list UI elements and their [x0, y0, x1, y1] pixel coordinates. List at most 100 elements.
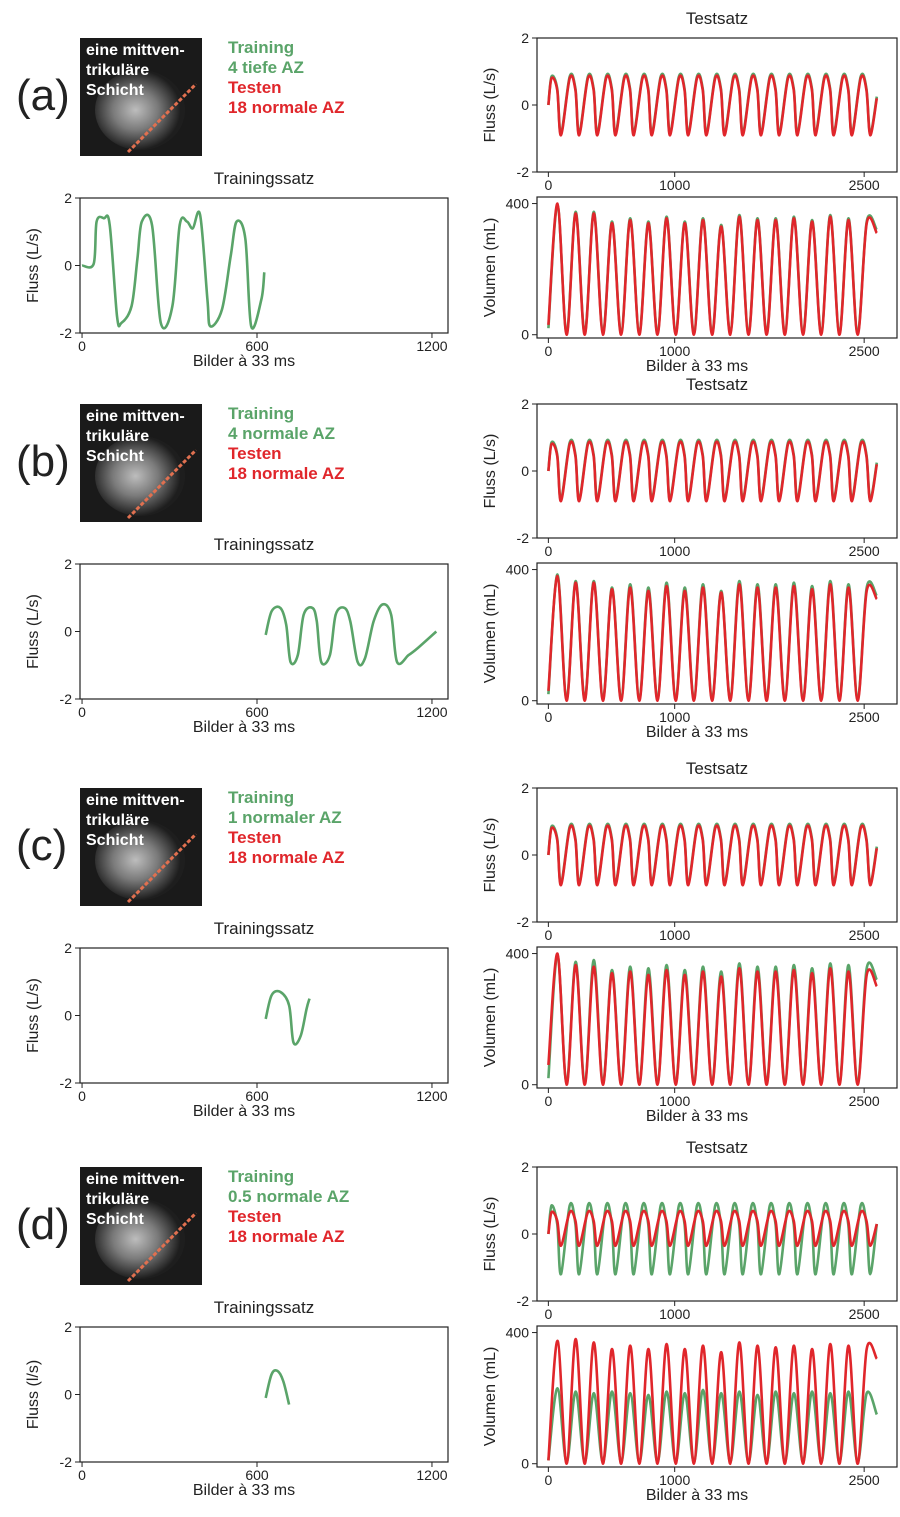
data-line: [547, 952, 878, 1087]
x-tick-label: 0: [78, 1088, 86, 1104]
y-tick-label: -2: [517, 530, 530, 546]
legend-text: 18 normale AZ: [228, 1227, 345, 1246]
y-tick-label: -2: [60, 325, 73, 341]
y-tick-label: 0: [521, 1077, 529, 1093]
mri-heart: [95, 1199, 185, 1279]
x-tick-label: 1200: [416, 704, 447, 720]
x-tick-label: 2500: [849, 543, 880, 559]
y-tick-label: 0: [64, 1387, 72, 1403]
legend-text: 0.5 normale AZ: [228, 1187, 349, 1206]
legend-text: Training: [228, 38, 294, 57]
x-tick-label: 1000: [659, 177, 690, 193]
y-tick-label: 400: [506, 1325, 530, 1341]
plot-frame: [536, 196, 898, 339]
data-line: [547, 440, 879, 503]
y-axis-label: Fluss (L/s): [25, 228, 42, 303]
slice-line: [126, 832, 198, 904]
plot-frame: [79, 197, 449, 334]
x-tick-label: 600: [245, 338, 269, 354]
data-line: [264, 989, 311, 1046]
y-tick-label: -2: [60, 1075, 73, 1091]
x-axis-label: Bilder à 33 ms: [646, 1108, 748, 1125]
y-tick-label: -2: [60, 1454, 73, 1470]
x-tick-label: 0: [78, 338, 86, 354]
plot-frame: [536, 37, 898, 173]
x-tick-label: 0: [78, 704, 86, 720]
legend-text: 4 normale AZ: [228, 424, 335, 443]
legend-text: Training: [228, 1167, 294, 1186]
x-tick-label: 1000: [659, 1093, 690, 1109]
y-tick-label: 0: [64, 258, 72, 274]
y-axis-label: Fluss (l/s): [25, 1360, 42, 1429]
image-text: trikuläre: [86, 62, 149, 79]
mri-heart: [95, 436, 185, 516]
x-tick-label: 600: [245, 1467, 269, 1483]
data-line: [547, 1337, 878, 1466]
legend-text: Training: [228, 788, 294, 807]
data-line: [547, 202, 878, 337]
legend-text: 1 normaler AZ: [228, 808, 342, 827]
x-tick-label: 2500: [849, 1472, 880, 1488]
x-tick-label: 2500: [849, 709, 880, 725]
x-tick-label: 1000: [659, 709, 690, 725]
chart-title: Trainingssatz: [214, 169, 314, 188]
x-tick-label: 0: [544, 343, 552, 359]
data-line: [547, 574, 878, 703]
y-tick-label: 2: [521, 1159, 529, 1175]
y-tick-label: 0: [521, 693, 529, 709]
image-text: trikuläre: [86, 812, 149, 829]
x-tick-label: 600: [245, 704, 269, 720]
chart-title: Trainingssatz: [214, 535, 314, 554]
x-tick-label: 600: [245, 1088, 269, 1104]
image-text: eine mittven-: [86, 42, 185, 59]
plot-frame: [79, 1326, 449, 1463]
y-tick-label: 0: [521, 1456, 529, 1472]
y-tick-label: 400: [506, 196, 530, 212]
y-tick-label: 2: [521, 780, 529, 796]
x-tick-label: 0: [78, 1467, 86, 1483]
data-line: [547, 74, 879, 137]
y-tick-label: 400: [506, 562, 530, 578]
y-axis-label: Fluss (L/s): [482, 434, 499, 509]
y-axis-label: Volumen (mL): [482, 584, 499, 684]
data-line: [264, 1369, 291, 1405]
x-tick-label: 0: [544, 1306, 552, 1322]
plot-frame: [536, 946, 898, 1089]
chart-title: Trainingssatz: [214, 1298, 314, 1317]
image-text: Schicht: [86, 82, 144, 99]
x-axis-label: Bilder à 33 ms: [646, 724, 748, 741]
image-text: Schicht: [86, 832, 144, 849]
x-tick-label: 0: [544, 1472, 552, 1488]
slice-line: [126, 448, 198, 520]
x-tick-label: 2500: [849, 177, 880, 193]
legend-text: 4 tiefe AZ: [228, 58, 304, 77]
x-axis-label: Bilder à 33 ms: [193, 719, 295, 736]
x-tick-label: 0: [544, 543, 552, 559]
image-text: eine mittven-: [86, 408, 185, 425]
y-tick-label: 0: [521, 1226, 529, 1242]
panel-label: (d): [16, 1200, 70, 1249]
x-axis-label: Bilder à 33 ms: [646, 1487, 748, 1504]
x-tick-label: 0: [544, 177, 552, 193]
x-tick-label: 0: [544, 1093, 552, 1109]
y-tick-label: 2: [64, 556, 72, 572]
plot-frame: [536, 787, 898, 923]
x-tick-label: 0: [544, 927, 552, 943]
image-text: Schicht: [86, 1211, 144, 1228]
legend-text: 18 normale AZ: [228, 98, 345, 117]
y-tick-label: -2: [60, 691, 73, 707]
x-tick-label: 1200: [416, 1088, 447, 1104]
y-tick-label: -2: [517, 164, 530, 180]
slice-line: [126, 82, 198, 154]
panel-label: (a): [16, 71, 70, 120]
legend-text: 18 normale AZ: [228, 464, 345, 483]
legend-text: Testen: [228, 78, 282, 97]
x-axis-label: Bilder à 33 ms: [193, 1103, 295, 1120]
slice-line: [126, 1211, 198, 1283]
x-axis-label: Bilder à 33 ms: [646, 358, 748, 375]
y-tick-label: 0: [64, 1008, 72, 1024]
x-tick-label: 2500: [849, 343, 880, 359]
y-tick-label: -2: [517, 914, 530, 930]
image-text: eine mittven-: [86, 1171, 185, 1188]
